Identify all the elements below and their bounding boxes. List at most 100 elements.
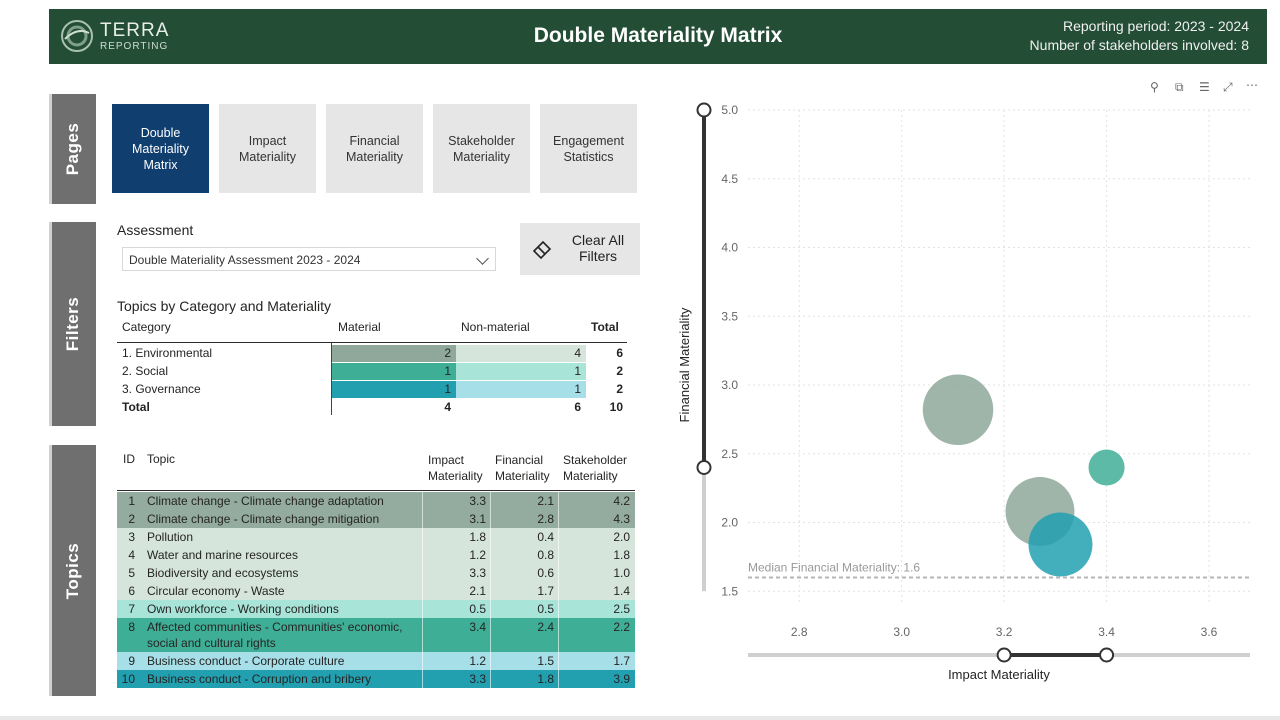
bubble-topic-2[interactable] (922, 374, 994, 446)
financial-value: 0.6 (537, 566, 554, 580)
stakeholder-value: 4.2 (613, 494, 630, 508)
cell-divider (558, 582, 559, 600)
category-name[interactable]: 1. Environmental (122, 346, 213, 360)
reporting-period: Reporting period: 2023 - 2024 (1062, 18, 1249, 34)
non-material-count[interactable]: 4 (574, 346, 581, 360)
topic-id: 1 (128, 494, 135, 508)
cell-divider (422, 510, 423, 528)
material-bar (332, 363, 456, 380)
assessment-dropdown[interactable]: Double Materiality Assessment 2023 - 202… (122, 247, 496, 271)
more-options-icon[interactable]: ⋯ (1246, 78, 1258, 92)
category-name[interactable]: 3. Governance (122, 382, 201, 396)
table-row[interactable]: 2 Climate change - Climate change mitigat… (117, 510, 635, 528)
copy-icon[interactable]: ⧉ (1175, 80, 1184, 94)
col-header-category: Category (122, 320, 171, 334)
cell-divider (558, 546, 559, 564)
material-count[interactable]: 1 (444, 382, 451, 396)
non-material-count[interactable]: 1 (574, 382, 581, 396)
bubble-topic-10[interactable] (1028, 512, 1093, 577)
impact-value: 3.3 (469, 566, 486, 580)
topic-id: 4 (128, 548, 135, 562)
non-material-bar (456, 381, 586, 398)
cell-divider (490, 618, 491, 652)
non-material-bar (456, 363, 586, 380)
cell-divider (422, 582, 423, 600)
cell-divider (422, 670, 423, 688)
impact-value: 2.1 (469, 584, 486, 598)
focus-mode-icon[interactable]: ⤢ (1223, 80, 1233, 94)
financial-value: 2.1 (537, 494, 554, 508)
y-axis-title: Financial Materiality (677, 307, 692, 422)
bubble-topic-8[interactable] (1088, 449, 1125, 486)
col-header-material: Material (338, 320, 381, 334)
table-row[interactable]: 6 Circular economy - Waste 2.1 1.7 1.4 (117, 582, 635, 600)
stakeholder-value: 1.7 (613, 654, 630, 668)
topic-id: 7 (128, 602, 135, 616)
cell-divider (558, 510, 559, 528)
topic-name: Affected communities - Communities' econ… (147, 620, 403, 634)
table-row[interactable]: 10 Business conduct - Corruption and brib… (117, 670, 635, 688)
table-row[interactable]: 5 Biodiversity and ecosystems 3.3 0.6 1.0 (117, 564, 635, 582)
nav-stakeholder-materiality[interactable]: Stakeholder Materiality (433, 104, 530, 193)
cell-divider (422, 652, 423, 670)
col-header-non-material: Non-material (461, 320, 530, 334)
category-total: 6 (616, 346, 623, 360)
non-material-total: 6 (574, 400, 581, 414)
y-tick-label: 2.5 (721, 447, 738, 461)
col-header-id: ID (123, 452, 135, 466)
stakeholder-value: 1.0 (613, 566, 630, 580)
financial-value: 1.5 (537, 654, 554, 668)
cell-divider (558, 618, 559, 652)
eraser-icon (532, 240, 552, 259)
nav-impact-materiality[interactable]: Impact Materiality (219, 104, 316, 193)
material-bar (332, 381, 456, 398)
table-row[interactable]: 9 Business conduct - Corporate culture 1.2… (117, 652, 635, 670)
total-label: Total (122, 400, 150, 414)
bottom-bar (0, 716, 1280, 720)
x-slider-handle-min[interactable] (996, 647, 1012, 663)
topic-id: 2 (128, 512, 135, 526)
impact-value: 1.8 (469, 530, 486, 544)
filter-icon[interactable]: ☰ (1199, 80, 1210, 94)
clear-all-filters-button[interactable]: Clear All Filters (520, 223, 640, 275)
nav-double-materiality-matrix[interactable]: Double Materiality Matrix (112, 104, 209, 193)
stakeholder-value: 1.4 (613, 584, 630, 598)
materiality-scatter-chart: 1.52.02.53.03.54.04.55.02.8 3.0 3.2 3.4 3.6 … (677, 102, 1250, 682)
table-row[interactable]: 8 Affected communities - Communities' eco… (117, 618, 635, 652)
topics-header-divider (117, 490, 635, 491)
financial-value: 0.4 (537, 530, 554, 544)
table-row[interactable]: 4 Water and marine resources 1.2 0.8 1.8 (117, 546, 635, 564)
pin-icon[interactable]: ⚲ (1150, 80, 1159, 94)
cell-divider (422, 564, 423, 582)
stakeholder-count: Number of stakeholders involved: 8 (1029, 37, 1249, 53)
nav-financial-materiality[interactable]: Financial Materiality (326, 104, 423, 193)
non-material-count[interactable]: 1 (574, 364, 581, 378)
stakeholder-value: 1.8 (613, 548, 630, 562)
logo-icon (61, 20, 93, 52)
category-table-title: Topics by Category and Materiality (117, 298, 331, 314)
topic-name: Business conduct - Corruption and briber… (147, 672, 372, 686)
table-row[interactable]: 7 Own workforce - Working conditions 0.5 0.… (117, 600, 635, 618)
nav-engagement-statistics[interactable]: Engagement Statistics (540, 104, 637, 193)
topic-name: Business conduct - Corporate culture (147, 654, 345, 668)
stakeholder-value: 3.9 (613, 672, 630, 686)
material-count[interactable]: 2 (444, 346, 451, 360)
topic-name: Climate change - Climate change adaptati… (147, 494, 384, 508)
table-row[interactable]: 1 Climate change - Climate change adaptat… (117, 492, 635, 510)
y-tick-label: 2.0 (721, 516, 738, 530)
topic-id: 3 (128, 530, 135, 544)
impact-value: 3.4 (469, 620, 486, 634)
table-row[interactable]: 3 Pollution 1.8 0.4 2.0 (117, 528, 635, 546)
cell-divider (422, 618, 423, 652)
y-slider-handle-max[interactable] (696, 102, 712, 118)
cell-divider (490, 528, 491, 546)
material-count[interactable]: 1 (444, 364, 451, 378)
section-label-pages: Pages (49, 94, 96, 204)
category-name[interactable]: 2. Social (122, 364, 169, 378)
x-slider-handle-max[interactable] (1099, 647, 1115, 663)
y-slider-handle-min[interactable] (696, 460, 712, 475)
logo-name: TERRA (100, 20, 170, 41)
section-label-topics: Topics (49, 445, 96, 696)
impact-value: 3.3 (469, 672, 486, 686)
category-total: 2 (616, 364, 623, 378)
